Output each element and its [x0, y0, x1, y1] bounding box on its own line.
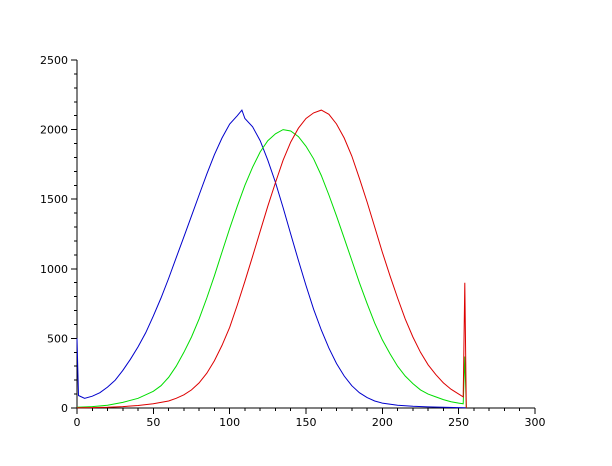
y-tick-label: 2000 — [40, 124, 68, 137]
x-tick-label: 50 — [146, 416, 160, 429]
x-tick-label: 0 — [74, 416, 81, 429]
x-tick-label: 200 — [372, 416, 393, 429]
y-tick-label: 1500 — [40, 193, 68, 206]
x-tick-label: 150 — [296, 416, 317, 429]
red-series-line — [76, 109, 467, 409]
axes: 0 50 100 150 200 250 300 0 500 1000 1500 2000 2500 — [40, 54, 546, 429]
y-tick-label: 500 — [47, 332, 68, 345]
y-tick-label: 2500 — [40, 54, 68, 67]
x-tick-label: 250 — [448, 416, 469, 429]
y-tick-label: 0 — [61, 402, 68, 415]
blue-series-line — [76, 109, 467, 409]
x-tick-label: 300 — [525, 416, 546, 429]
series-layer — [76, 109, 467, 409]
x-tick-label: 100 — [219, 416, 240, 429]
y-tick-label: 1000 — [40, 263, 68, 276]
green-series-line — [76, 129, 467, 409]
